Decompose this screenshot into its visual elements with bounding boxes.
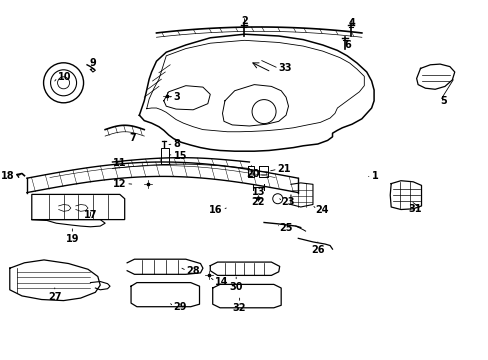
- Text: 27: 27: [48, 292, 61, 302]
- Text: 17: 17: [83, 210, 97, 220]
- Text: 3: 3: [173, 92, 180, 102]
- Text: 23: 23: [281, 197, 294, 207]
- Text: 6: 6: [344, 40, 351, 50]
- Text: 2: 2: [241, 16, 247, 26]
- Text: 31: 31: [407, 204, 421, 214]
- Text: 25: 25: [279, 222, 293, 233]
- Text: 28: 28: [185, 266, 199, 276]
- Text: 9: 9: [89, 58, 96, 68]
- Text: 26: 26: [310, 245, 324, 255]
- Text: 22: 22: [250, 197, 264, 207]
- Text: 32: 32: [232, 303, 246, 313]
- Text: 21: 21: [276, 164, 290, 174]
- Text: 14: 14: [215, 276, 228, 287]
- Polygon shape: [131, 283, 199, 307]
- Text: 16: 16: [208, 204, 222, 215]
- Text: 13: 13: [252, 186, 265, 197]
- Text: 7: 7: [129, 132, 136, 143]
- Text: 20: 20: [245, 169, 259, 179]
- Text: 33: 33: [278, 63, 292, 73]
- Polygon shape: [210, 262, 279, 275]
- Text: 1: 1: [371, 171, 378, 181]
- Text: 8: 8: [173, 139, 180, 149]
- Polygon shape: [212, 284, 281, 308]
- Text: 15: 15: [173, 150, 187, 161]
- Text: 19: 19: [65, 234, 79, 244]
- Text: 18: 18: [1, 171, 15, 181]
- Text: 30: 30: [229, 282, 243, 292]
- Bar: [161, 148, 169, 163]
- Text: 5: 5: [439, 96, 446, 106]
- Text: 11: 11: [112, 158, 126, 168]
- Text: 10: 10: [58, 72, 71, 82]
- Text: 12: 12: [112, 179, 126, 189]
- Text: 4: 4: [348, 18, 355, 28]
- Polygon shape: [127, 259, 203, 274]
- Text: 24: 24: [315, 204, 328, 215]
- Text: 29: 29: [173, 302, 187, 312]
